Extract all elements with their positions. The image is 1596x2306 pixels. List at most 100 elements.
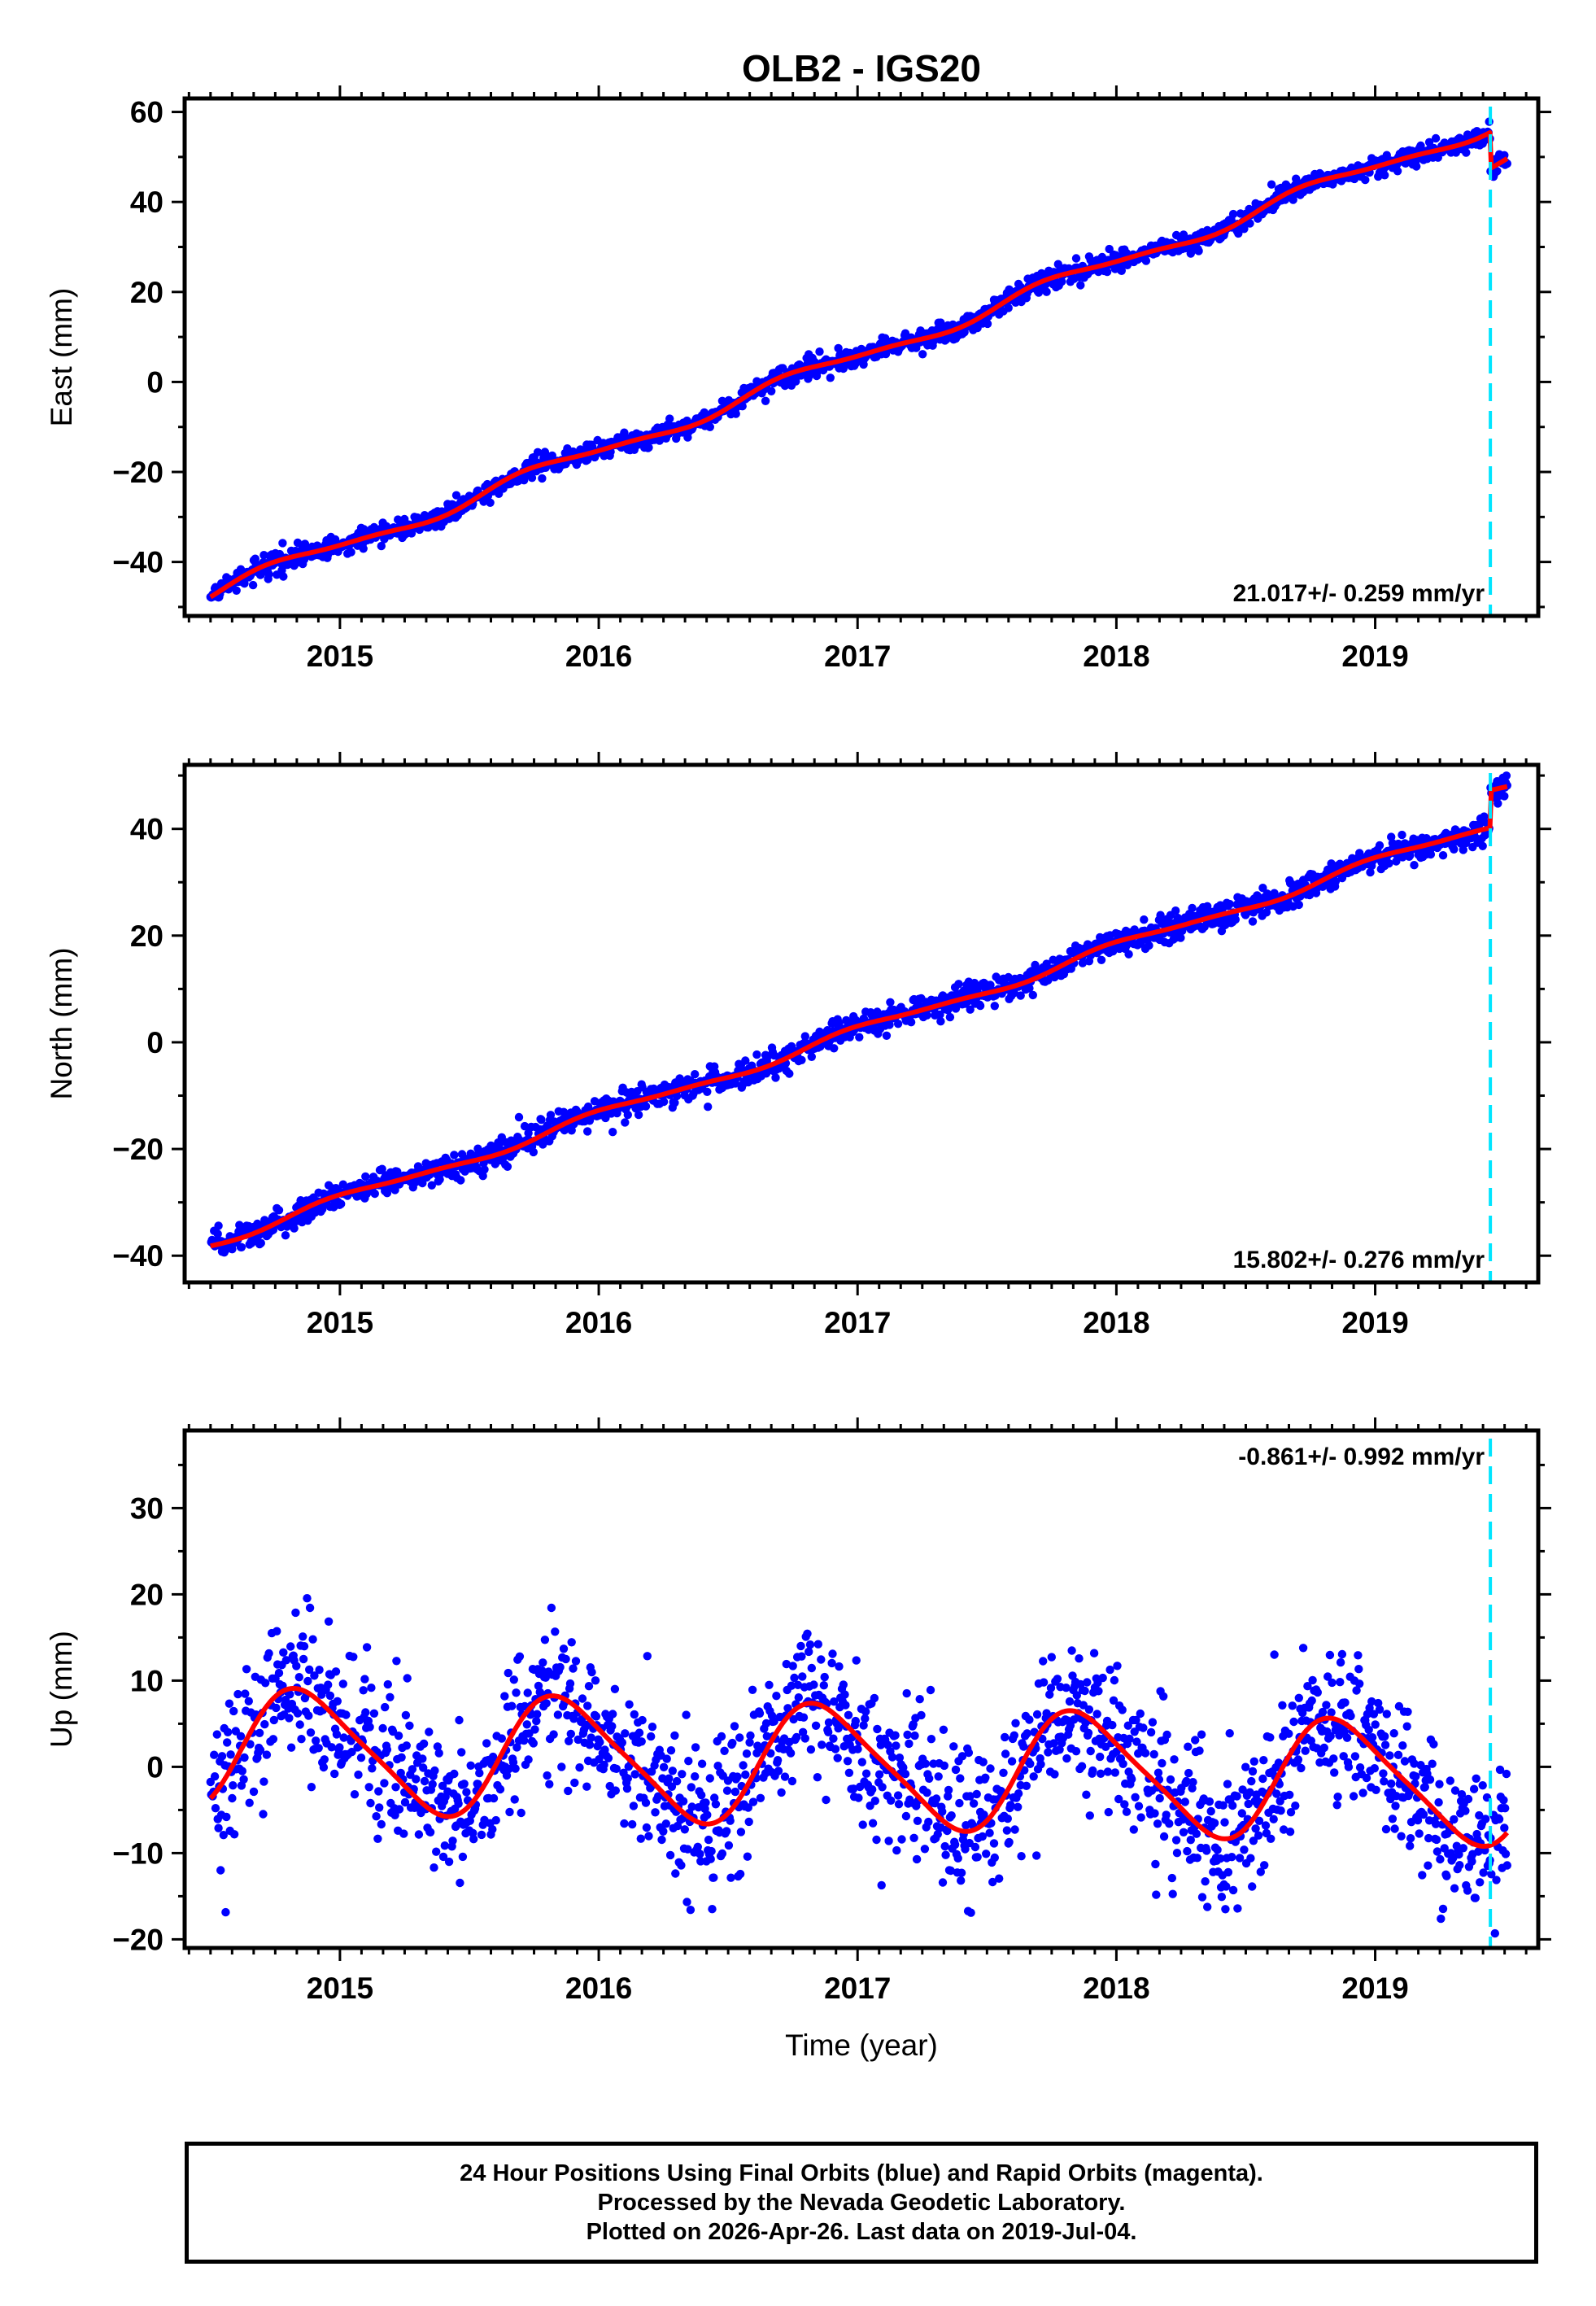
data-point: [704, 1103, 713, 1112]
data-point: [1203, 1902, 1212, 1911]
data-point: [1225, 1729, 1234, 1738]
data-point: [638, 1715, 647, 1725]
data-point: [395, 1805, 404, 1814]
data-point: [770, 1717, 778, 1726]
data-point: [1223, 1780, 1232, 1788]
data-point: [500, 1692, 509, 1701]
data-point: [1197, 1893, 1207, 1902]
data-point: [936, 1017, 945, 1026]
data-point: [1205, 1797, 1214, 1806]
data-point: [286, 1690, 294, 1699]
data-point: [456, 1176, 465, 1185]
data-point: [327, 1743, 336, 1752]
data-point: [515, 1652, 525, 1662]
data-point: [683, 1845, 692, 1854]
data-point: [524, 1755, 533, 1764]
data-point: [1092, 1710, 1101, 1719]
data-point: [946, 1866, 956, 1876]
data-point: [726, 1873, 735, 1882]
data-point: [510, 1795, 519, 1804]
data-point: [800, 1032, 809, 1041]
data-point: [259, 1810, 268, 1819]
data-point: [975, 1001, 985, 1011]
data-point: [600, 1760, 608, 1770]
data-point: [466, 1761, 475, 1770]
data-point: [396, 1768, 405, 1778]
data-point: [1294, 900, 1304, 910]
data-point: [1219, 1801, 1228, 1810]
data-point: [979, 1758, 988, 1767]
data-point: [644, 1832, 653, 1841]
data-point: [738, 402, 747, 411]
data-point: [478, 1172, 487, 1181]
data-point: [532, 1716, 541, 1726]
data-point: [950, 1840, 960, 1850]
data-point: [849, 1784, 858, 1793]
data-point: [210, 1750, 219, 1759]
data-point: [1053, 260, 1063, 269]
x-tick-label: 2016: [565, 1306, 632, 1339]
data-point: [582, 1720, 591, 1729]
data-point: [405, 1721, 414, 1730]
data-point: [813, 1773, 822, 1782]
data-point: [489, 1793, 499, 1803]
data-point: [305, 1603, 315, 1613]
data-point: [730, 1787, 740, 1797]
data-point: [1168, 1889, 1177, 1898]
data-point: [909, 1833, 918, 1842]
data-point: [1254, 1831, 1263, 1840]
data-point: [1197, 1730, 1206, 1739]
data-point: [293, 538, 303, 548]
data-point: [874, 1770, 884, 1779]
data-point: [858, 1820, 867, 1829]
data-point: [927, 1735, 936, 1744]
data-point: [835, 1662, 844, 1671]
data-point: [285, 1714, 294, 1723]
data-point: [1113, 1662, 1122, 1671]
data-point: [570, 1778, 579, 1788]
data-point: [303, 1676, 312, 1686]
data-point: [956, 1774, 965, 1783]
data-point: [1102, 267, 1112, 277]
data-point: [1146, 1727, 1156, 1737]
data-point: [259, 1777, 268, 1786]
data-point: [533, 1710, 542, 1719]
data-point: [829, 1044, 839, 1053]
data-point: [565, 1736, 573, 1745]
data-point: [354, 1770, 363, 1780]
data-point: [1188, 903, 1197, 913]
data-point: [402, 1741, 411, 1750]
data-point: [605, 1781, 614, 1791]
data-point: [893, 1791, 903, 1800]
data-point: [228, 1793, 237, 1803]
data-point: [736, 1828, 746, 1837]
y-tick-label: 60: [130, 96, 164, 129]
data-point: [857, 1758, 867, 1767]
data-point: [1082, 1790, 1091, 1799]
data-point: [910, 1731, 919, 1740]
data-point: [831, 1745, 840, 1754]
x-tick-label: 2017: [824, 640, 891, 673]
data-point: [1026, 1759, 1035, 1768]
data-point: [553, 1710, 563, 1719]
data-point: [861, 1707, 870, 1716]
data-point: [393, 1167, 402, 1177]
data-point: [1152, 1890, 1161, 1899]
data-point: [543, 1771, 552, 1780]
data-point: [887, 1753, 897, 1762]
data-point: [226, 1750, 235, 1759]
data-point: [520, 1736, 529, 1745]
y-tick-label: 0: [146, 365, 164, 399]
data-point: [248, 580, 258, 590]
data-point: [595, 1755, 604, 1764]
data-point: [569, 1664, 578, 1673]
data-point: [671, 1869, 680, 1878]
data-point: [1366, 867, 1375, 877]
data-point: [1228, 1885, 1238, 1895]
data-point: [1171, 1836, 1181, 1845]
data-point: [1331, 877, 1341, 886]
data-point: [419, 1739, 429, 1749]
data-point: [221, 1907, 230, 1917]
data-point: [370, 1189, 379, 1199]
data-point: [512, 1743, 521, 1752]
